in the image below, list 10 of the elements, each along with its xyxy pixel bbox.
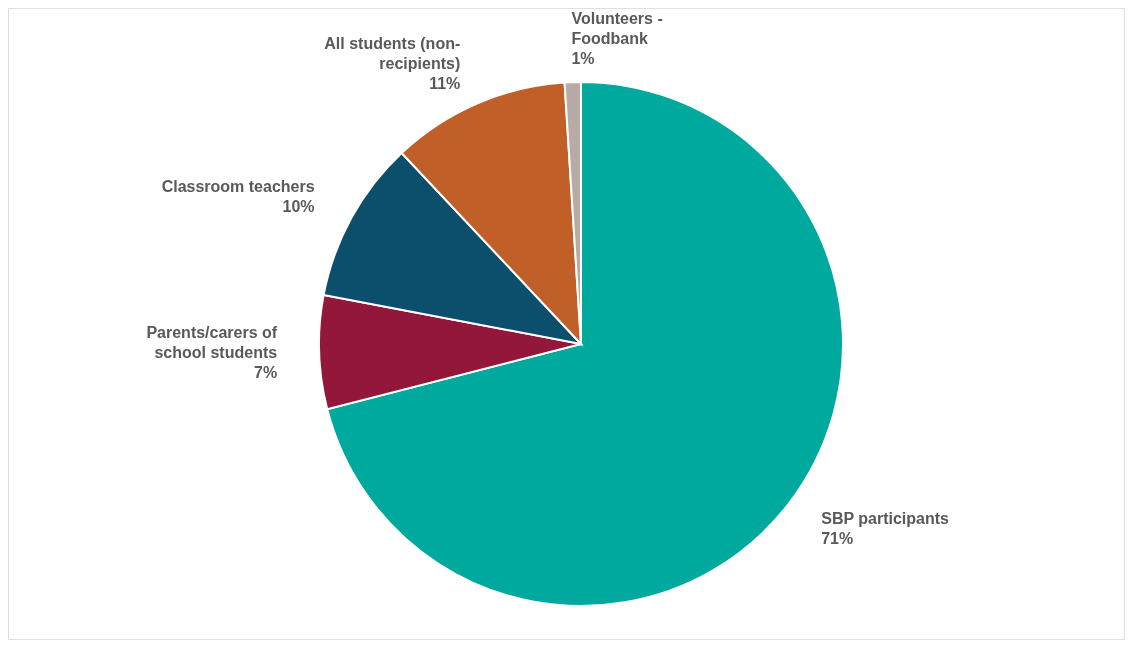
slice-label: Classroom teachers [161,177,315,195]
data-label: 11% [429,75,461,93]
data-label: 71% [821,530,854,548]
slice-label: SBP participants [821,510,950,528]
slice-label: All students (non-recipients) [324,35,461,73]
slice-label: Volunteers - Foodbank [571,10,663,48]
data-label: 7% [254,363,278,381]
data-label: 10% [282,197,315,215]
data-label: 1% [571,50,595,68]
slice-label: Parents/carers of school students [146,323,278,361]
